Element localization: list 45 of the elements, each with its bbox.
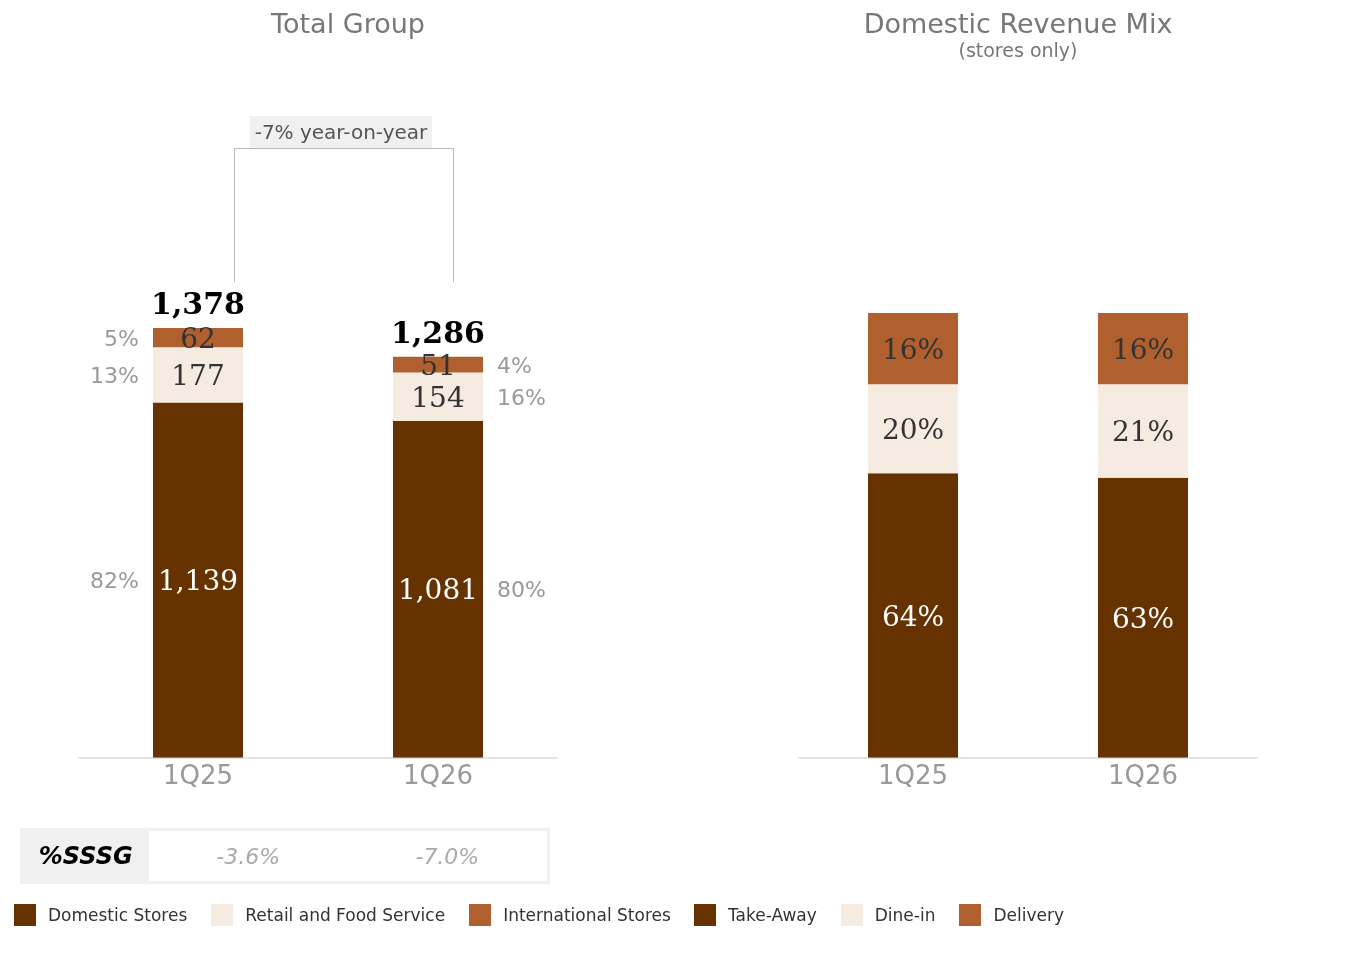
x-tick-label: 1Q26 — [1107, 760, 1179, 791]
x-tick-label: 1Q25 — [877, 760, 949, 791]
x-tick-label: 1Q26 — [402, 760, 474, 791]
bar — [393, 420, 483, 758]
text: %SSSG — [23, 831, 149, 881]
bar — [868, 384, 958, 474]
chart-title: Domestic Revenue Mix — [862, 8, 1174, 39]
chart-title: Total Group — [270, 8, 426, 39]
data-label: 1,081 — [397, 573, 479, 607]
chart-subtitle: (stores only) — [957, 39, 1079, 61]
data-label: 1,139 — [157, 564, 239, 598]
data-label: 16% — [881, 332, 945, 366]
annotation: 4% — [497, 352, 532, 378]
legend-label: Domestic Stores — [48, 905, 188, 925]
data-label: 64% — [881, 599, 945, 633]
legend-label: Delivery — [993, 905, 1065, 925]
bar — [1098, 384, 1188, 478]
total-label: 1,378 — [151, 286, 245, 321]
legend-label: Dine-in — [874, 905, 936, 925]
bar — [868, 473, 958, 758]
bar — [153, 402, 243, 758]
legend-label: Retail and Food Service — [245, 905, 446, 925]
annotation: 5% — [104, 325, 139, 351]
bar — [868, 313, 958, 385]
annotation: 16% — [497, 384, 546, 410]
bar — [1098, 477, 1188, 758]
text: -7.0% — [414, 842, 481, 871]
annotation: 13% — [90, 362, 139, 388]
data-label: 20% — [881, 412, 945, 446]
bar — [153, 347, 243, 403]
data-label: 63% — [1111, 601, 1175, 635]
text: -7% year-on-year — [250, 116, 432, 148]
total-label: 1,286 — [391, 314, 485, 350]
data-label: 154 — [411, 380, 465, 414]
data-label: 177 — [171, 358, 225, 392]
x-tick-label: 1Q25 — [162, 760, 234, 791]
data-label: 21% — [1111, 414, 1175, 448]
legend-label: International Stores — [503, 905, 671, 925]
text: -3.6% — [215, 842, 282, 871]
data-label: 16% — [1111, 332, 1175, 366]
annotation: 82% — [90, 568, 139, 594]
annotation: 80% — [497, 577, 546, 603]
legend-label: Take-Away — [728, 905, 817, 925]
bar — [1098, 313, 1188, 385]
data-label: 62 — [180, 321, 216, 355]
